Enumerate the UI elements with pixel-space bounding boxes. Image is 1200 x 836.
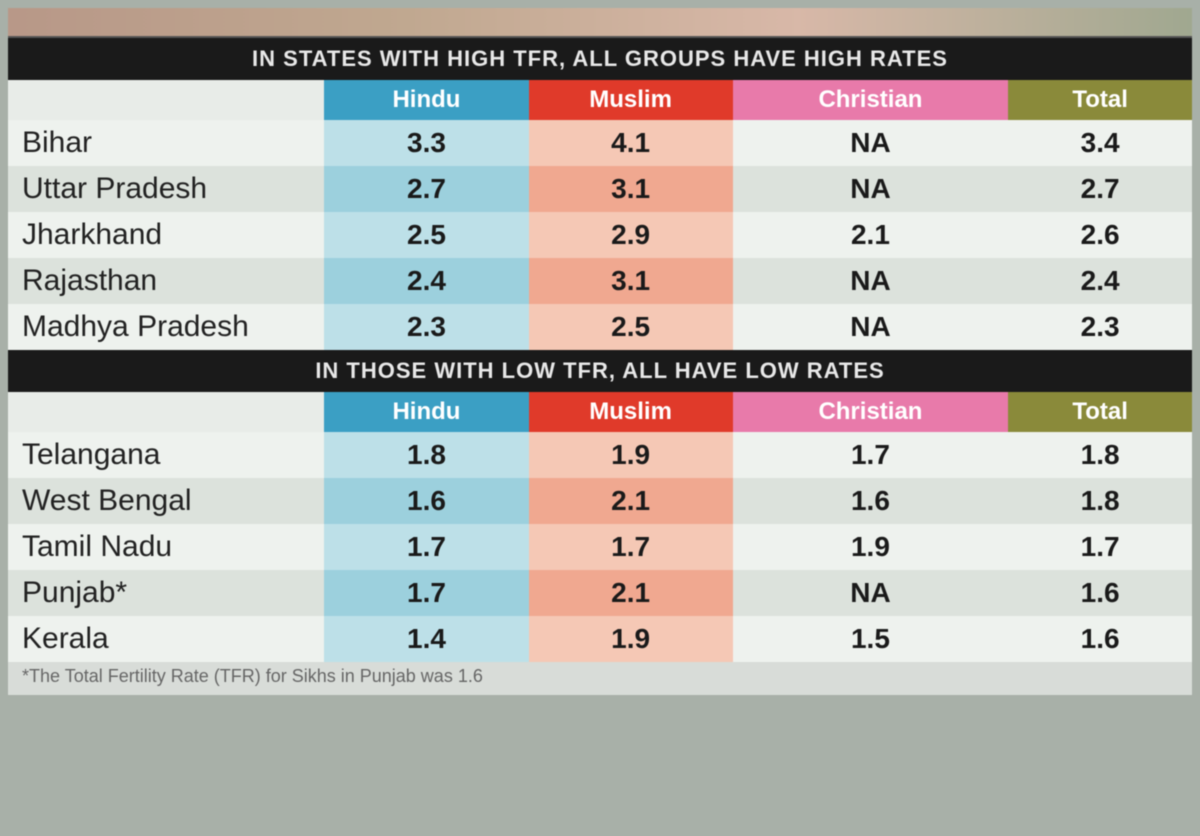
total-cell: 1.8 (1008, 478, 1192, 524)
header-hindu: Hindu (324, 80, 528, 120)
christian-cell: NA (733, 166, 1009, 212)
muslim-cell: 3.1 (529, 258, 733, 304)
total-cell: 2.7 (1008, 166, 1192, 212)
section2-title: IN THOSE WITH LOW TFR, ALL HAVE LOW RATE… (8, 350, 1192, 392)
tfr-infographic: IN STATES WITH HIGH TFR, ALL GROUPS HAVE… (8, 8, 1192, 695)
hindu-cell: 3.3 (324, 120, 528, 166)
total-cell: 2.3 (1008, 304, 1192, 350)
state-cell: Uttar Pradesh (8, 166, 324, 212)
table-row: Uttar Pradesh2.73.1NA2.7 (8, 166, 1192, 212)
table-row: Kerala1.41.91.51.6 (8, 616, 1192, 662)
header-state-blank (8, 80, 324, 120)
hindu-cell: 2.4 (324, 258, 528, 304)
table-header-row: Hindu Muslim Christian Total (8, 80, 1192, 120)
table-row: Tamil Nadu1.71.71.91.7 (8, 524, 1192, 570)
state-cell: Telangana (8, 432, 324, 478)
state-cell: Rajasthan (8, 258, 324, 304)
total-cell: 2.6 (1008, 212, 1192, 258)
christian-cell: 1.6 (733, 478, 1009, 524)
section2-table: Hindu Muslim Christian Total Telangana1.… (8, 392, 1192, 662)
hindu-cell: 1.4 (324, 616, 528, 662)
table-row: Punjab*1.72.1NA1.6 (8, 570, 1192, 616)
christian-cell: 1.9 (733, 524, 1009, 570)
christian-cell: 2.1 (733, 212, 1009, 258)
header-muslim: Muslim (529, 392, 733, 432)
header-total: Total (1008, 80, 1192, 120)
total-cell: 1.7 (1008, 524, 1192, 570)
hindu-cell: 2.3 (324, 304, 528, 350)
muslim-cell: 2.1 (529, 478, 733, 524)
table-row: Rajasthan2.43.1NA2.4 (8, 258, 1192, 304)
state-cell: Kerala (8, 616, 324, 662)
state-cell: West Bengal (8, 478, 324, 524)
christian-cell: 1.5 (733, 616, 1009, 662)
header-state-blank (8, 392, 324, 432)
muslim-cell: 1.7 (529, 524, 733, 570)
hindu-cell: 2.5 (324, 212, 528, 258)
muslim-cell: 1.9 (529, 616, 733, 662)
muslim-cell: 3.1 (529, 166, 733, 212)
section1-table: Hindu Muslim Christian Total Bihar3.34.1… (8, 80, 1192, 350)
table-row: Bihar3.34.1NA3.4 (8, 120, 1192, 166)
muslim-cell: 2.1 (529, 570, 733, 616)
hindu-cell: 1.8 (324, 432, 528, 478)
total-cell: 2.4 (1008, 258, 1192, 304)
state-cell: Jharkhand (8, 212, 324, 258)
hindu-cell: 2.7 (324, 166, 528, 212)
header-christian: Christian (733, 392, 1009, 432)
christian-cell: NA (733, 304, 1009, 350)
header-hindu: Hindu (324, 392, 528, 432)
total-cell: 3.4 (1008, 120, 1192, 166)
hindu-cell: 1.7 (324, 524, 528, 570)
header-christian: Christian (733, 80, 1009, 120)
muslim-cell: 1.9 (529, 432, 733, 478)
christian-cell: NA (733, 120, 1009, 166)
total-cell: 1.6 (1008, 570, 1192, 616)
state-cell: Tamil Nadu (8, 524, 324, 570)
footnote: *The Total Fertility Rate (TFR) for Sikh… (8, 662, 1192, 695)
state-cell: Punjab* (8, 570, 324, 616)
section1-title: IN STATES WITH HIGH TFR, ALL GROUPS HAVE… (8, 38, 1192, 80)
state-cell: Bihar (8, 120, 324, 166)
table-row: Madhya Pradesh2.32.5NA2.3 (8, 304, 1192, 350)
table-row: West Bengal1.62.11.61.8 (8, 478, 1192, 524)
table-row: Telangana1.81.91.71.8 (8, 432, 1192, 478)
christian-cell: NA (733, 570, 1009, 616)
header-muslim: Muslim (529, 80, 733, 120)
muslim-cell: 2.5 (529, 304, 733, 350)
state-cell: Madhya Pradesh (8, 304, 324, 350)
hindu-cell: 1.6 (324, 478, 528, 524)
muslim-cell: 2.9 (529, 212, 733, 258)
header-total: Total (1008, 392, 1192, 432)
top-image-strip (8, 8, 1192, 38)
christian-cell: 1.7 (733, 432, 1009, 478)
total-cell: 1.6 (1008, 616, 1192, 662)
total-cell: 1.8 (1008, 432, 1192, 478)
table-row: Jharkhand2.52.92.12.6 (8, 212, 1192, 258)
hindu-cell: 1.7 (324, 570, 528, 616)
table-header-row: Hindu Muslim Christian Total (8, 392, 1192, 432)
muslim-cell: 4.1 (529, 120, 733, 166)
christian-cell: NA (733, 258, 1009, 304)
